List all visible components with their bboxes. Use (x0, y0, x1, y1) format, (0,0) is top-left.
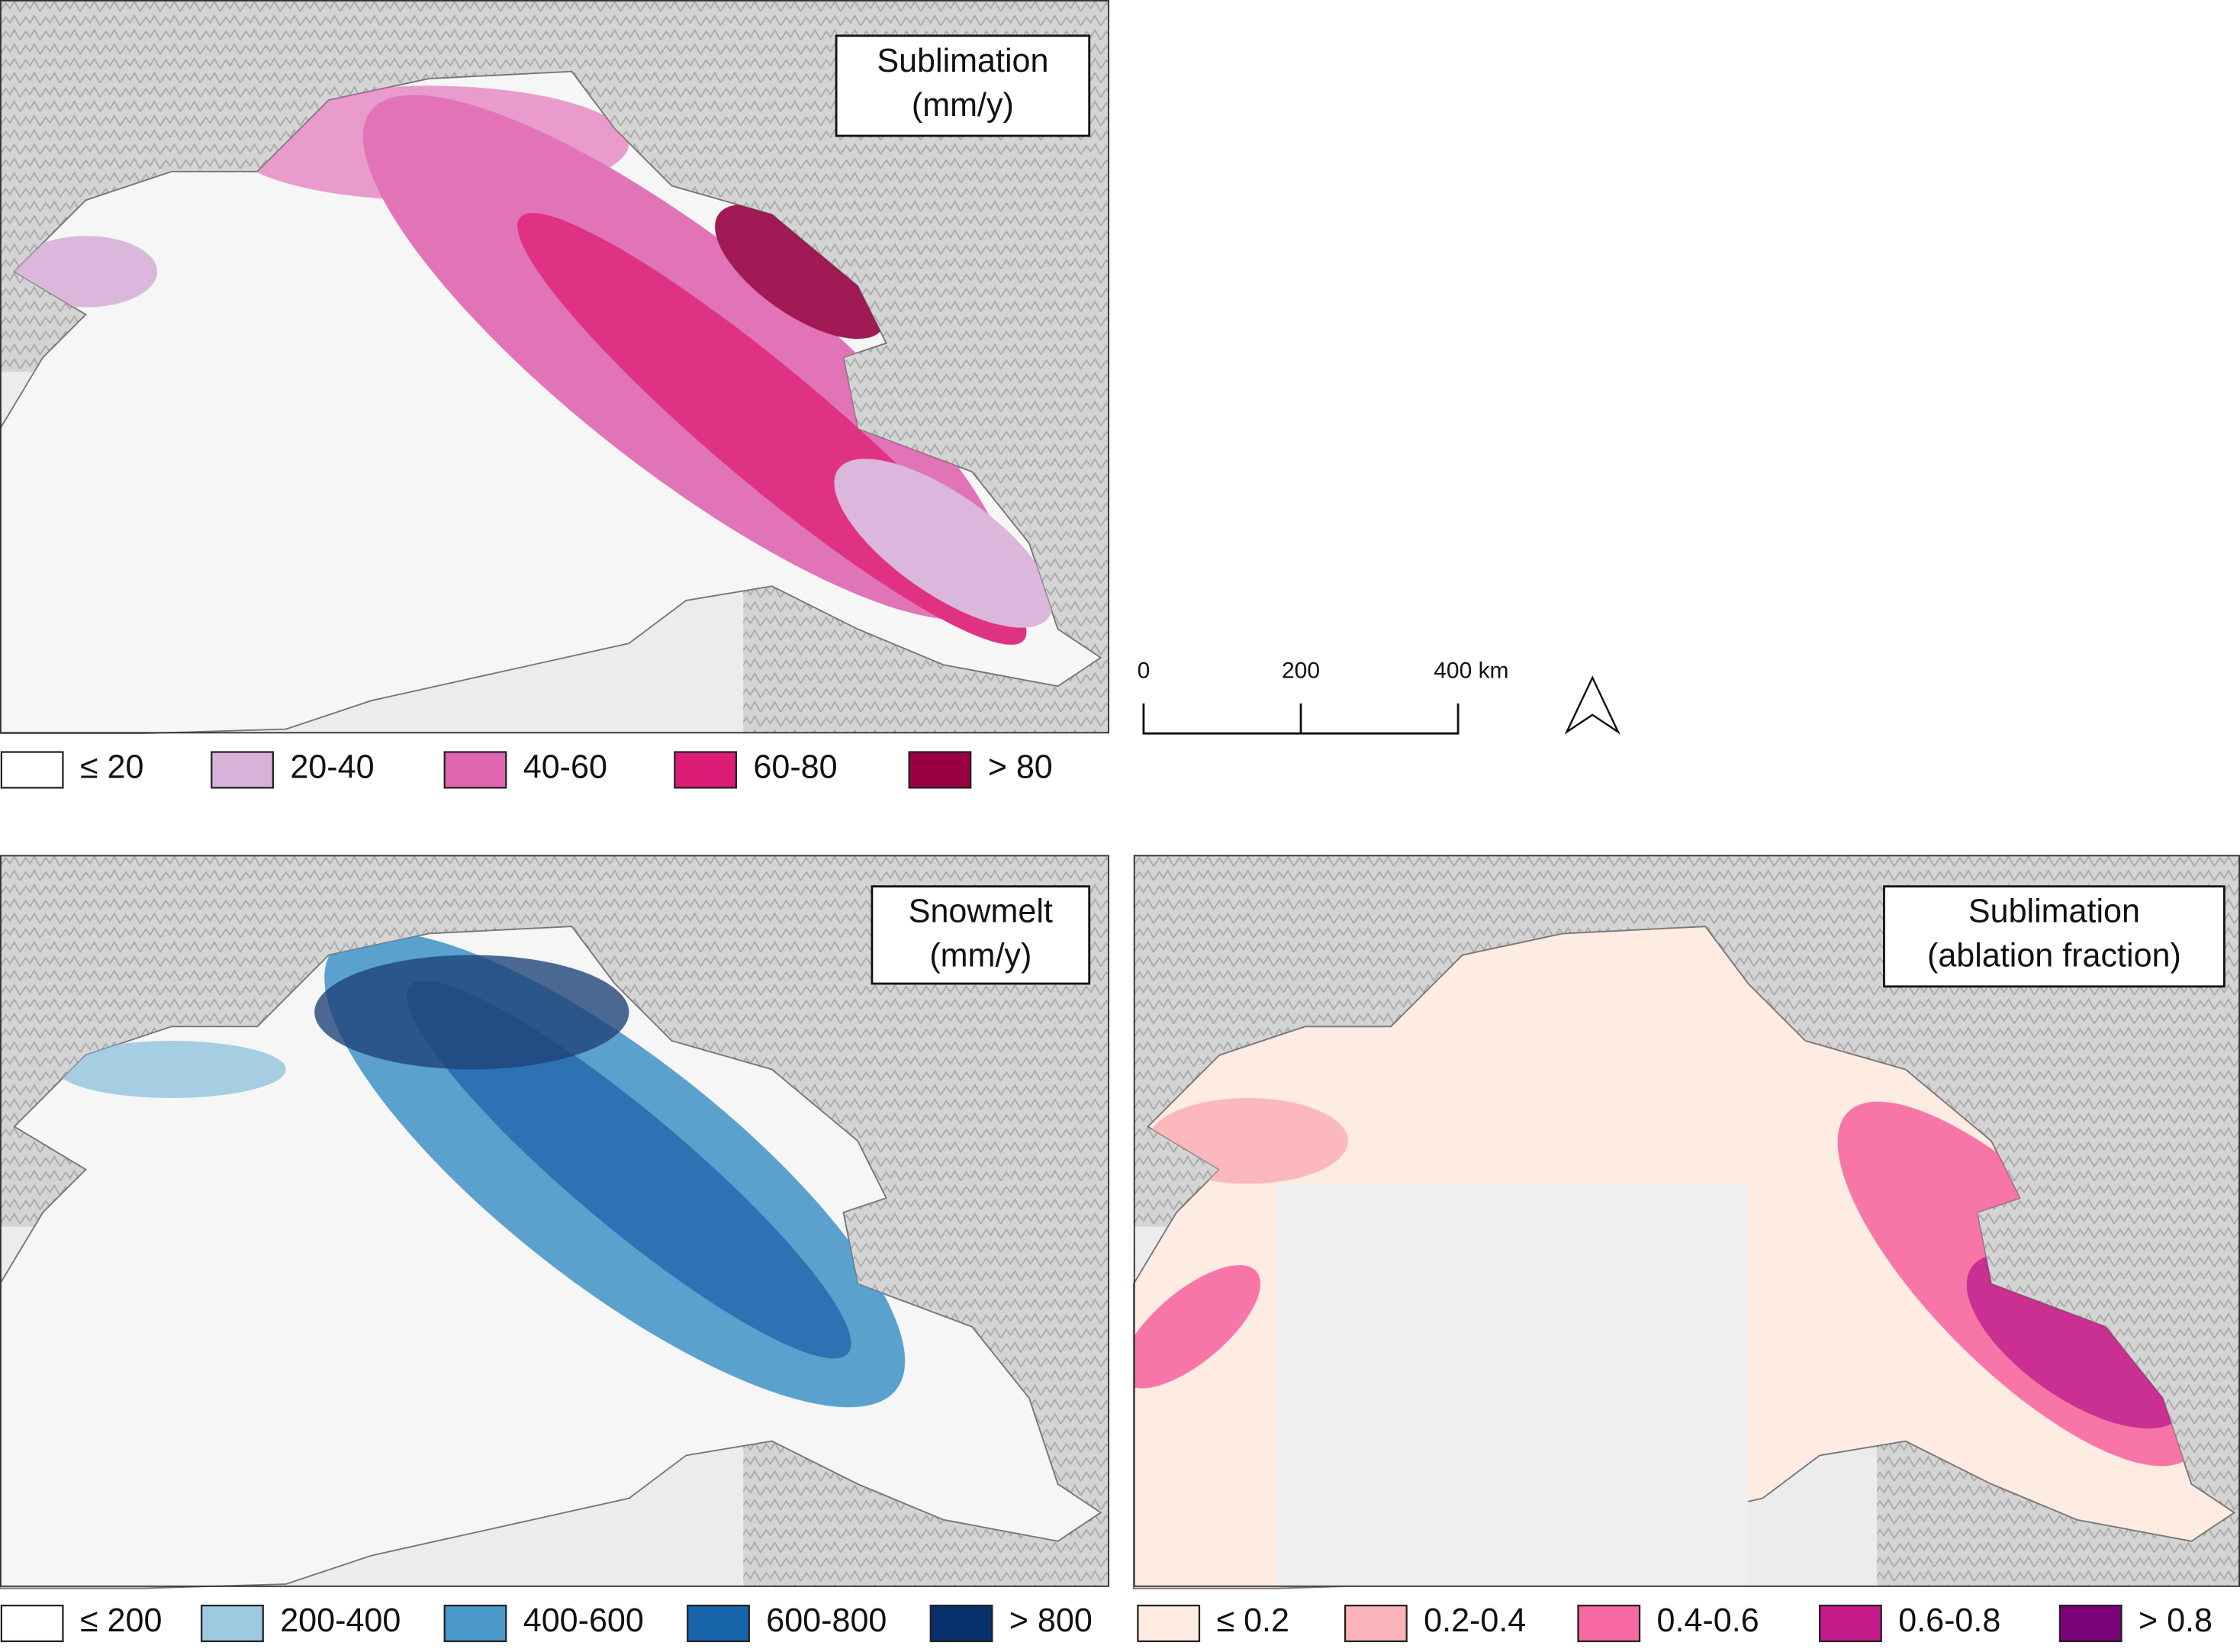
legend-swatch (0, 751, 64, 789)
scale-label: 400 km (1434, 659, 1508, 684)
legend-swatch (443, 751, 507, 789)
panel-title: Sublimation (1968, 894, 2140, 930)
scale-label: 200 (1282, 659, 1320, 684)
legend-label: 20-40 (290, 749, 374, 785)
legend-label: 400-600 (523, 1602, 644, 1639)
legend-label: 60-80 (753, 749, 837, 785)
panel-title: (ablation fraction) (1927, 938, 2181, 974)
legend-label: ≤ 0.2 (1216, 1602, 1289, 1639)
legend-label: ≤ 200 (80, 1602, 163, 1639)
map-panel (0, 855, 1109, 1589)
legend-label: 40-60 (523, 749, 607, 785)
legend-label: 0.6-0.8 (1898, 1602, 2000, 1639)
legend-swatch (1344, 1604, 1408, 1643)
scale-bar (1142, 703, 1460, 735)
legend-swatch (929, 1604, 993, 1643)
legend-swatch (1137, 1604, 1201, 1643)
legend-swatch (201, 1604, 264, 1643)
legend-label: 600-800 (766, 1602, 887, 1639)
panel-title: (mm/y) (929, 938, 1031, 974)
legend-label: ≤ 20 (80, 749, 144, 785)
legend-swatch (211, 751, 274, 789)
legend-swatch (674, 751, 738, 789)
scale-label: 0 (1138, 659, 1151, 684)
title-box (835, 34, 1091, 137)
legend-swatch (1577, 1604, 1641, 1643)
legend-swatch (0, 1604, 64, 1643)
panel-title: Snowmelt (909, 894, 1053, 930)
title-box (1883, 885, 2226, 988)
legend-label: 200-400 (280, 1602, 401, 1639)
title-box (871, 885, 1091, 985)
panel-title: (mm/y) (912, 87, 1014, 124)
legend-label: 0.4-0.6 (1657, 1602, 1759, 1639)
panel-title: Sublimation (877, 43, 1048, 79)
legend-swatch (908, 751, 972, 789)
legend-label: > 80 (988, 749, 1053, 785)
legend-label: > 0.8 (2139, 1602, 2213, 1639)
legend-label: 0.2-0.4 (1424, 1602, 1526, 1639)
north-arrow (1564, 675, 1620, 735)
legend-swatch (1819, 1604, 1882, 1643)
legend-swatch (2058, 1604, 2123, 1643)
legend-label: > 800 (1009, 1602, 1093, 1639)
legend-swatch (443, 1604, 507, 1643)
legend-swatch (687, 1604, 750, 1643)
